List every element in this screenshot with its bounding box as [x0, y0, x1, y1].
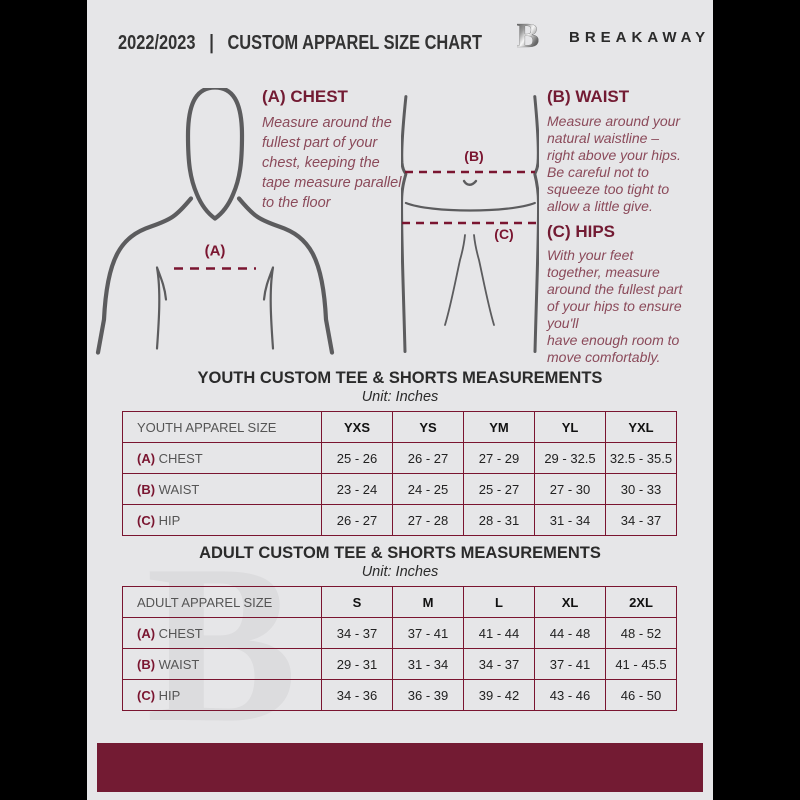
svg-text:(B): (B)	[464, 148, 483, 164]
svg-text:B: B	[517, 17, 539, 55]
svg-text:(C): (C)	[494, 226, 513, 242]
svg-text:(A): (A)	[205, 243, 226, 260]
